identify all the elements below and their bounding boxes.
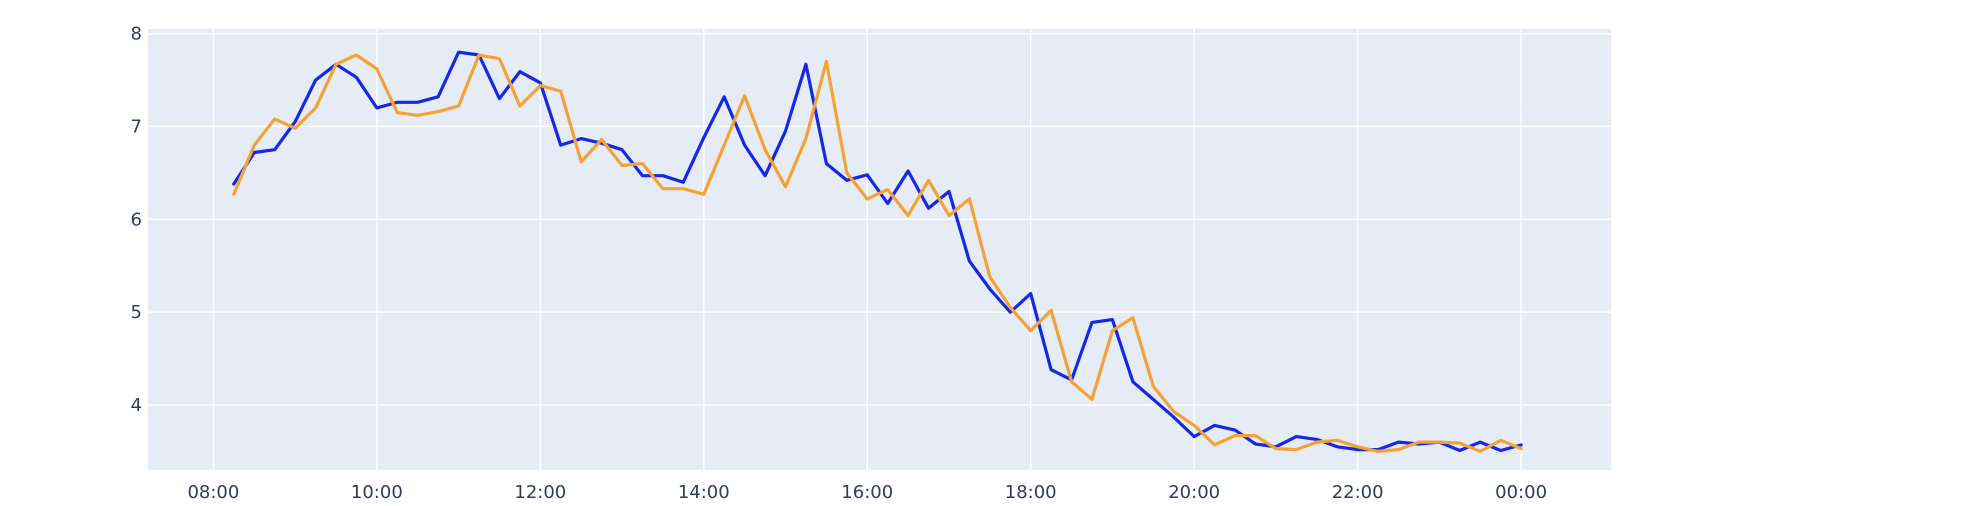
x-tick-label: 22:00 [1332, 482, 1384, 503]
y-tick-label: 5 [131, 302, 142, 323]
y-tick-label: 8 [131, 24, 142, 45]
x-tick-label: 00:00 [1495, 482, 1547, 503]
x-tick-label: 08:00 [187, 482, 239, 503]
y-tick-label: 4 [131, 395, 142, 416]
gridlines [148, 29, 1611, 470]
x-tick-label: 16:00 [841, 482, 893, 503]
x-tick-label: 20:00 [1168, 482, 1220, 503]
series-line-2 [232, 53, 1523, 453]
x-axis-ticks: 08:00 10:00 12:00 14:00 16:00 18:00 20:00 22:00… [187, 482, 1547, 503]
series-line-1 [232, 50, 1523, 453]
x-tick-label: 10:00 [351, 482, 403, 503]
x-tick-label: 14:00 [678, 482, 730, 503]
x-tick-label: 18:00 [1005, 482, 1057, 503]
y-tick-label: 6 [131, 209, 142, 230]
y-axis-ticks: 4 5 6 7 8 [131, 24, 142, 416]
x-tick-label: 12:00 [514, 482, 566, 503]
series-lines [232, 50, 1523, 453]
y-tick-label: 7 [131, 116, 142, 137]
